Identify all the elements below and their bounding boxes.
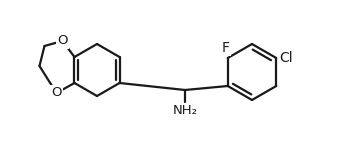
Text: NH₂: NH₂: [172, 104, 197, 117]
Text: F: F: [222, 41, 230, 55]
Text: Cl: Cl: [279, 51, 293, 65]
Text: O: O: [51, 87, 62, 100]
Text: O: O: [57, 35, 68, 48]
